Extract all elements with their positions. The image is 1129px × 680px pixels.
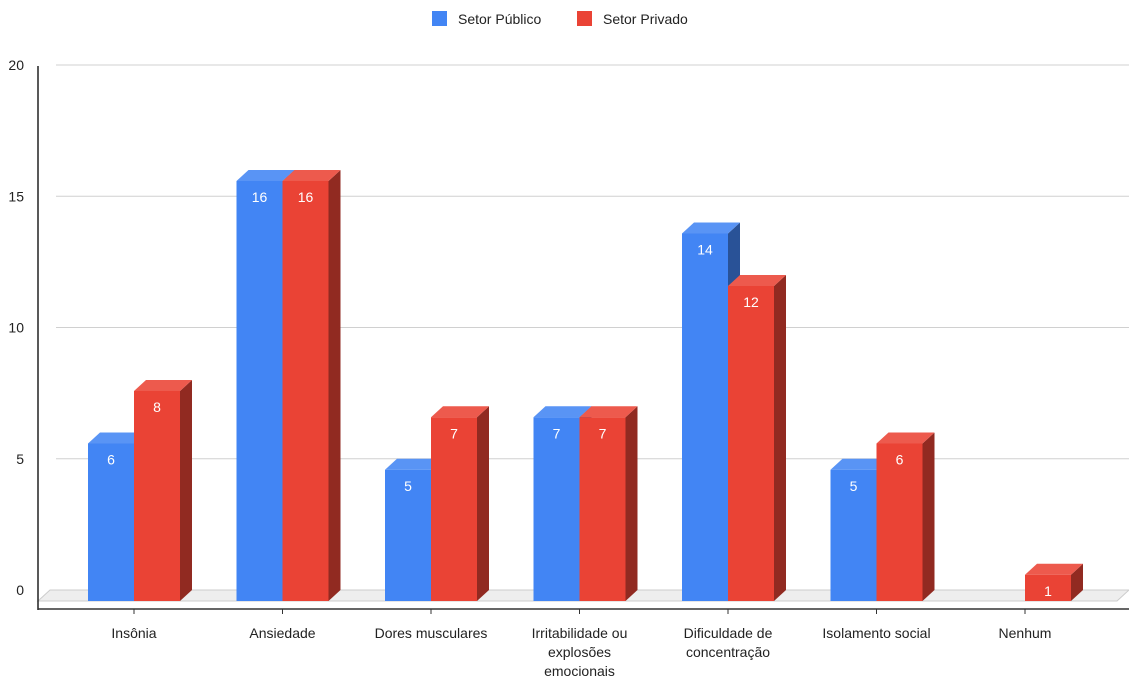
bar-top bbox=[431, 406, 489, 418]
data-label: 16 bbox=[252, 189, 268, 205]
bar-group: 16 16 bbox=[236, 170, 341, 601]
category-label: Insônia bbox=[111, 625, 156, 641]
data-label: 6 bbox=[107, 452, 115, 468]
bar[interactable]: 1 bbox=[1025, 563, 1083, 601]
bar-group: 56 bbox=[830, 432, 935, 602]
category-label-line: Insônia bbox=[111, 625, 156, 641]
category-label-line: emocionais bbox=[544, 663, 615, 679]
category-label: Irritabilidade ou explosões emocionais bbox=[532, 625, 628, 679]
bar-top bbox=[1025, 563, 1083, 575]
bar-side bbox=[774, 275, 786, 601]
bar-top bbox=[579, 406, 638, 418]
bar-group: 68 bbox=[88, 380, 192, 601]
bar[interactable]: 7 bbox=[579, 406, 638, 601]
bar-front bbox=[682, 233, 728, 601]
bar-top bbox=[533, 406, 592, 418]
y-tick-label: 5 bbox=[16, 451, 24, 467]
legend-label: Setor Público bbox=[458, 11, 541, 27]
category-label-line: Isolamento social bbox=[822, 625, 930, 641]
category-label-line: Nenhum bbox=[999, 625, 1052, 641]
bar-group: 57 bbox=[385, 406, 489, 601]
bar-front bbox=[236, 181, 283, 601]
data-label: 6 bbox=[896, 452, 904, 468]
y-tick-label: 10 bbox=[8, 320, 24, 336]
bar-side bbox=[180, 380, 192, 601]
legend-item-1[interactable]: Setor Público bbox=[432, 11, 541, 27]
bar-front bbox=[431, 417, 477, 601]
y-tick-label: 20 bbox=[8, 57, 24, 73]
bar-front bbox=[728, 286, 774, 601]
y-axis: 0 5 10 15 20 bbox=[8, 57, 39, 610]
bar-side bbox=[922, 432, 935, 601]
bar[interactable]: 14 bbox=[682, 222, 740, 602]
gridlines bbox=[56, 64, 1129, 460]
bar-side bbox=[477, 406, 489, 601]
bar-front bbox=[579, 417, 626, 601]
category-label-line: explosões bbox=[548, 644, 611, 660]
bar-front bbox=[533, 417, 580, 601]
bar-top bbox=[682, 222, 740, 234]
category-label-line: Irritabilidade ou bbox=[532, 625, 628, 641]
category-label-line: Dores musculares bbox=[375, 625, 488, 641]
bar-top bbox=[282, 170, 341, 181]
bar[interactable]: 16 bbox=[282, 170, 341, 601]
category-label: Isolamento social bbox=[822, 625, 930, 641]
data-label: 7 bbox=[450, 425, 458, 441]
category-label: Dores musculares bbox=[375, 625, 488, 641]
category-label-line: concentração bbox=[686, 644, 770, 660]
bar[interactable]: 8 bbox=[134, 380, 192, 601]
category-label: Dificuldade de concentração bbox=[684, 625, 773, 660]
data-label: 7 bbox=[553, 425, 561, 441]
bar-front bbox=[385, 469, 431, 601]
bar-top bbox=[134, 380, 192, 391]
bar-top bbox=[876, 432, 935, 444]
bar-side bbox=[328, 170, 341, 601]
bar[interactable]: 12 bbox=[728, 275, 786, 601]
legend-swatch bbox=[432, 11, 447, 26]
data-label: 8 bbox=[153, 399, 161, 415]
bar-top bbox=[236, 170, 295, 181]
bar-front bbox=[282, 181, 329, 601]
category-label: Ansiedade bbox=[249, 625, 315, 641]
bar-top bbox=[728, 275, 786, 286]
bar-side bbox=[1071, 563, 1083, 601]
bar-group: 14 12 bbox=[682, 222, 786, 602]
data-label: 14 bbox=[697, 242, 713, 258]
data-label: 12 bbox=[743, 294, 759, 310]
bar-front bbox=[1025, 574, 1071, 601]
category-label-line: Dificuldade de bbox=[684, 625, 773, 641]
bar-front bbox=[88, 443, 134, 601]
bar-front bbox=[830, 469, 877, 601]
legend-swatch bbox=[577, 11, 592, 26]
x-axis: Insônia Ansiedade Dores musculares Irritabi… bbox=[38, 608, 1129, 679]
bar-group: 1 bbox=[1025, 563, 1083, 601]
bar[interactable]: 7 bbox=[431, 406, 489, 601]
bar-front bbox=[876, 443, 923, 601]
data-label: 16 bbox=[298, 189, 314, 205]
bar-front bbox=[134, 391, 180, 601]
data-label: 5 bbox=[404, 478, 412, 494]
category-label: Nenhum bbox=[999, 625, 1052, 641]
data-label: 1 bbox=[1044, 583, 1052, 599]
legend-label: Setor Privado bbox=[603, 11, 688, 27]
y-tick-label: 0 bbox=[16, 582, 24, 598]
bar[interactable]: 6 bbox=[876, 432, 935, 602]
bar-top bbox=[385, 458, 443, 470]
data-label: 7 bbox=[599, 425, 607, 441]
legend: Setor Público Setor Privado bbox=[432, 11, 688, 27]
bar-top bbox=[830, 458, 889, 470]
bar-side bbox=[625, 406, 638, 601]
bar-top bbox=[88, 432, 146, 444]
category-label-line: Ansiedade bbox=[249, 625, 315, 641]
legend-item-2[interactable]: Setor Privado bbox=[577, 11, 688, 27]
y-tick-label: 15 bbox=[8, 188, 24, 204]
data-label: 5 bbox=[850, 478, 858, 494]
